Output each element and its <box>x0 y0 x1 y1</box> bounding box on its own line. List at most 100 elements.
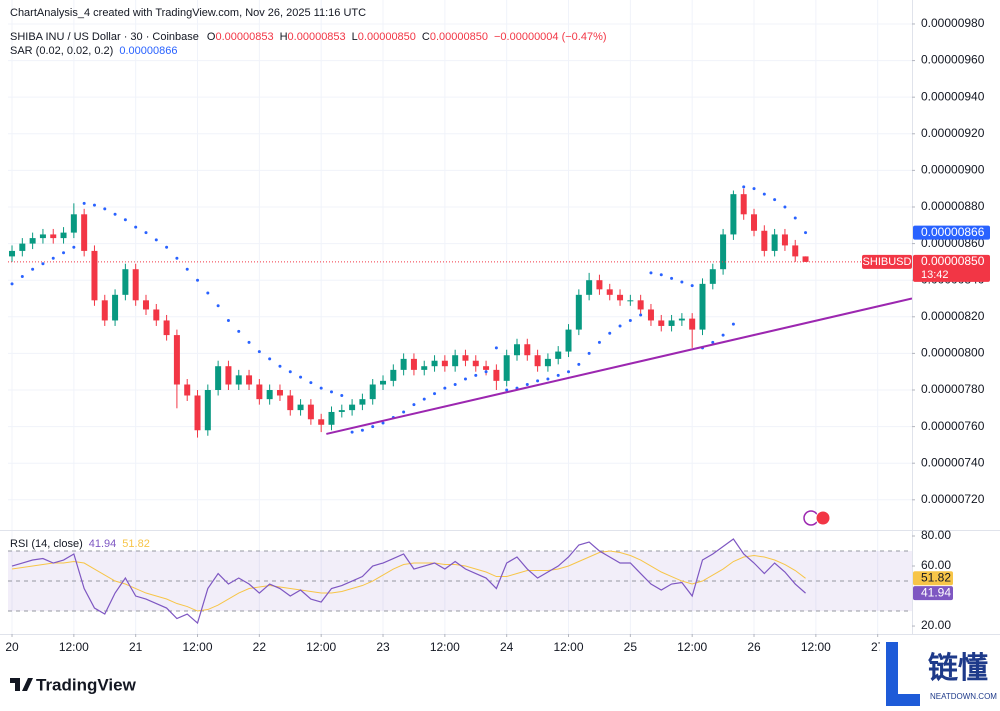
sar-dot <box>453 383 457 387</box>
sar-dot <box>422 397 426 401</box>
y-tick-label: 0.00000980 <box>921 16 985 30</box>
sar-dot <box>51 256 55 260</box>
trendline <box>326 297 912 435</box>
candle-body <box>802 256 809 262</box>
watermark-text: 链懂 <box>928 651 988 685</box>
sar-dot <box>494 346 498 350</box>
candle-body <box>246 375 253 385</box>
y-tick-label: 0.00000880 <box>921 199 985 213</box>
candle-body <box>565 329 572 352</box>
rsi-tick-label: 80.00 <box>921 528 951 542</box>
sar-dot <box>103 207 107 211</box>
sar-dot <box>185 267 189 271</box>
x-tick-label: 12:00 <box>801 640 831 654</box>
rsi-ma-line <box>11 550 806 612</box>
candle-body <box>39 234 46 239</box>
candle-body <box>359 399 366 405</box>
sar-dot <box>360 428 364 432</box>
symbol-box <box>862 254 912 269</box>
sar-dot <box>402 410 406 414</box>
symbol-legend: SHIBA INU / US Dollar · 30 · Coinbase O0.… <box>10 31 607 43</box>
candle-body <box>91 250 98 301</box>
y-tick-label: 0.00000920 <box>921 126 985 140</box>
candle-body <box>689 318 696 330</box>
symbol: SHIBA INU / US Dollar · 30 · Coinbase <box>10 31 199 43</box>
sar-dot <box>463 377 467 381</box>
candle-body <box>328 411 335 425</box>
candle-body <box>720 234 727 270</box>
rsi-line <box>11 538 806 625</box>
sar-dot <box>154 238 158 242</box>
sar-dot <box>72 245 76 249</box>
x-tick-label: 12:00 <box>183 640 213 654</box>
candle-body <box>307 404 314 420</box>
candle-body <box>380 380 387 385</box>
sar-dot <box>288 370 292 374</box>
candle-body <box>410 358 417 370</box>
ohlc-key: C <box>422 31 430 43</box>
sar-dot <box>597 340 601 344</box>
sar-dot <box>381 421 385 425</box>
candle-body <box>287 395 294 411</box>
rsi-tick-label: 60.00 <box>921 558 951 572</box>
sar-dot <box>113 212 117 216</box>
sar-dot <box>804 231 808 235</box>
sar-dot <box>165 245 169 249</box>
y-tick-label: 0.00000760 <box>921 419 985 433</box>
sar-dot <box>587 351 591 355</box>
candle-body <box>421 366 428 370</box>
sar-axis-label: 0.00000866 <box>921 225 985 239</box>
candle-body <box>493 369 500 381</box>
sar-dot <box>123 218 127 222</box>
y-tick-label: 0.00000960 <box>921 53 985 67</box>
rsi-value-label: 51.82 <box>921 570 951 584</box>
candle-body <box>29 238 36 244</box>
sar-dot <box>144 231 148 235</box>
sar-value: 0.00000866 <box>119 45 177 57</box>
sar-dot <box>608 331 612 335</box>
sar-dot <box>484 370 488 374</box>
icon-flag <box>815 510 831 526</box>
sar-dot <box>237 329 241 333</box>
sar-dot <box>82 201 86 205</box>
x-tick-label: 21 <box>129 640 143 654</box>
change: −0.00000004 (−0.47%) <box>494 31 607 43</box>
countdown-label: 13:42 <box>921 269 949 281</box>
sar-dot <box>433 392 437 396</box>
ohlc-value: 0.00000850 <box>358 31 416 43</box>
sar-dot <box>350 430 354 434</box>
x-tick-label: 12:00 <box>306 640 336 654</box>
watermark: 链懂 NEATDOWN.COM <box>880 638 1000 711</box>
candle-body <box>70 214 77 233</box>
candle-body <box>349 404 356 411</box>
x-tick-label: 26 <box>747 640 761 654</box>
x-tick-label: 23 <box>376 640 390 654</box>
sar-dot <box>257 350 261 354</box>
candle-body <box>153 309 160 321</box>
candle-body <box>534 355 541 367</box>
sar-dot <box>505 388 509 392</box>
sar-dot <box>690 284 694 288</box>
candle-body <box>627 300 634 302</box>
sar-legend: SAR (0.02, 0.02, 0.2) 0.00000866 <box>10 45 177 57</box>
rsi-pane <box>8 538 912 625</box>
x-tick-label: 22 <box>253 640 267 654</box>
candle-body <box>112 294 119 321</box>
candle-body <box>266 389 273 400</box>
candle-body <box>441 360 448 367</box>
sar-dot <box>649 271 653 275</box>
x-tick-label: 12:00 <box>677 640 707 654</box>
sar-dot <box>793 216 797 220</box>
sar-dot <box>680 280 684 284</box>
candle-body <box>390 369 397 381</box>
sar-dot <box>752 187 756 191</box>
x-tick-label: 12:00 <box>554 640 584 654</box>
candle-body <box>173 335 180 385</box>
candle-body <box>122 269 129 295</box>
candle-body <box>709 269 716 284</box>
candle-body <box>60 232 67 239</box>
sar-dot <box>412 403 416 407</box>
candle-body <box>452 355 459 367</box>
